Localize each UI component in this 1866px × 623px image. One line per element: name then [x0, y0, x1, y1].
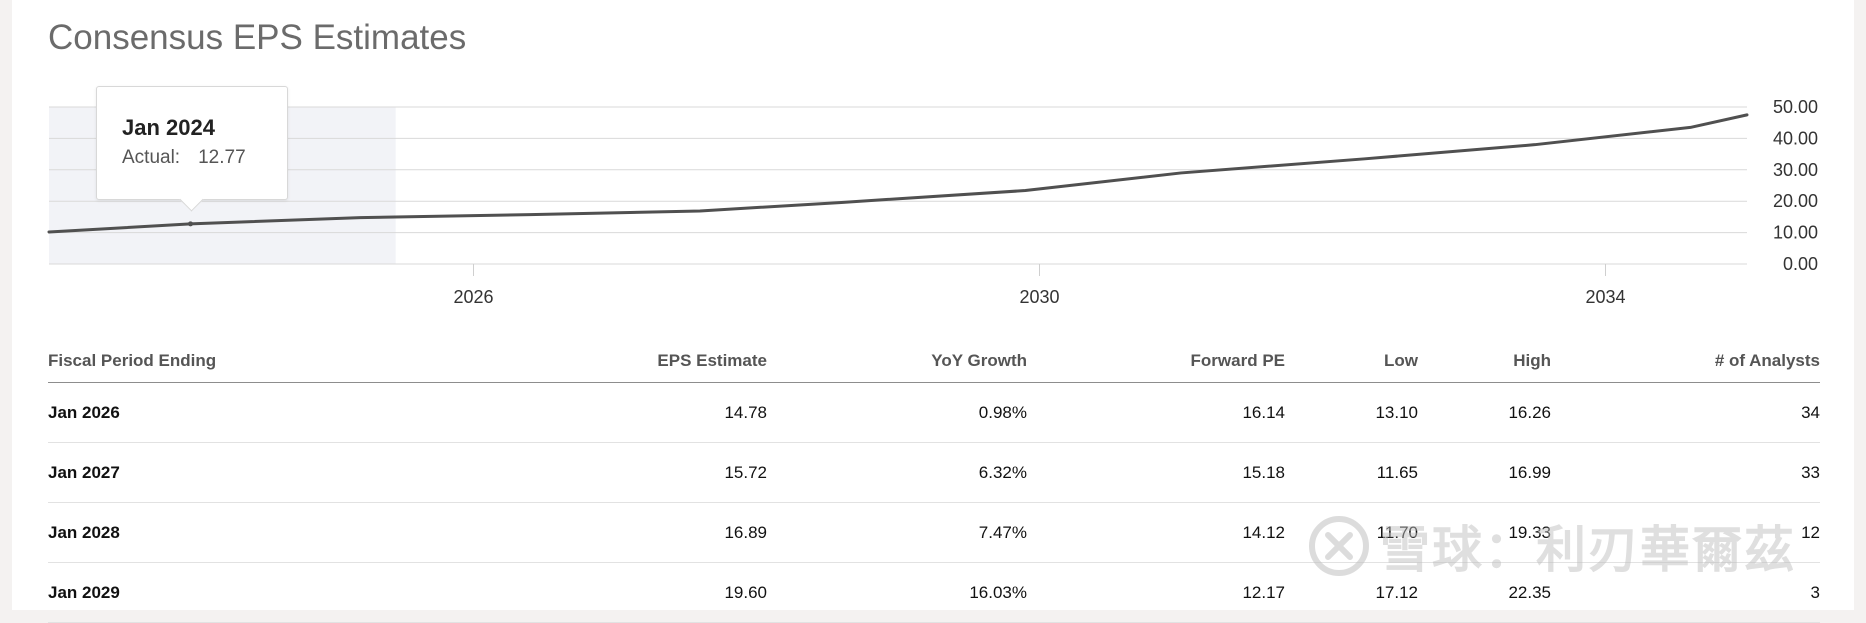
- cell-forward-pe: 14.12: [1027, 502, 1285, 563]
- y-tick-label: 40.00: [1773, 128, 1818, 148]
- y-tick-label: 50.00: [1773, 97, 1818, 117]
- cell-fiscal-period: Jan 2027: [48, 442, 248, 503]
- cell-eps-estimate: 15.72: [248, 442, 767, 503]
- x-tick-label: 2030: [1019, 287, 1059, 307]
- table-row: Jan 2026 14.78 0.98% 16.14 13.10 16.26 3…: [48, 382, 1820, 443]
- column-header-analysts: # of Analysts: [1551, 340, 1820, 383]
- page-title: Consensus EPS Estimates: [48, 18, 467, 57]
- cell-fiscal-period: Jan 2029: [48, 562, 248, 623]
- y-tick-label: 0.00: [1783, 254, 1818, 274]
- watermark: 雪球：利刃華爾茲: [1308, 513, 1796, 579]
- tooltip-value: 12.77: [198, 147, 246, 168]
- y-tick-label: 20.00: [1773, 191, 1818, 211]
- cell-eps-estimate: 16.89: [248, 502, 767, 563]
- cell-yoy-growth: 16.03%: [767, 562, 1027, 623]
- column-header-low: Low: [1285, 340, 1418, 383]
- cell-high: 19.33: [1418, 502, 1551, 563]
- cell-analysts: 34: [1551, 382, 1820, 443]
- tooltip-title: Jan 2024: [122, 115, 215, 140]
- column-header-fiscal-period: Fiscal Period Ending: [48, 340, 248, 383]
- tooltip-point-marker: [188, 221, 193, 227]
- tooltip-label: Actual:: [122, 147, 181, 168]
- eps-series-line: [47, 113, 1749, 234]
- cell-yoy-growth: 7.47%: [767, 502, 1027, 563]
- cell-analysts: 33: [1551, 442, 1820, 503]
- watermark-text: 雪球：利刃華爾茲: [1380, 521, 1796, 579]
- column-header-eps-estimate: EPS Estimate: [248, 340, 767, 383]
- cell-low: 13.10: [1285, 382, 1418, 443]
- cell-yoy-growth: 6.32%: [767, 442, 1027, 503]
- cell-forward-pe: 15.18: [1027, 442, 1285, 503]
- x-tick-label: 2026: [453, 287, 493, 307]
- column-header-high: High: [1418, 340, 1551, 383]
- cell-low: 11.65: [1285, 442, 1418, 503]
- xueqiu-logo-icon: [1309, 516, 1369, 576]
- y-tick-label: 30.00: [1773, 160, 1818, 180]
- table-header-row: Fiscal Period Ending EPS Estimate YoY Gr…: [48, 340, 1820, 383]
- table-row: Jan 2028 16.89 7.47% 14.12 11.70 19.33 1…: [48, 502, 1820, 563]
- x-tick-label: 2034: [1585, 287, 1625, 307]
- cell-eps-estimate: 19.60: [248, 562, 767, 623]
- cell-fiscal-period: Jan 2028: [48, 502, 248, 563]
- cell-fiscal-period: Jan 2026: [48, 382, 248, 443]
- cell-yoy-growth: 0.98%: [767, 382, 1027, 443]
- cell-forward-pe: 12.17: [1027, 562, 1285, 623]
- column-header-yoy-growth: YoY Growth: [767, 340, 1027, 383]
- chart-tooltip: Jan 2024 Actual: 12.77: [96, 86, 288, 212]
- tooltip-row: Actual: 12.77: [122, 147, 246, 169]
- y-tick-label: 10.00: [1773, 223, 1818, 243]
- cell-high: 16.99: [1418, 442, 1551, 503]
- cell-high: 16.26: [1418, 382, 1551, 443]
- cell-eps-estimate: 14.78: [248, 382, 767, 443]
- table-row: Jan 2027 15.72 6.32% 15.18 11.65 16.99 3…: [48, 442, 1820, 503]
- cell-forward-pe: 16.14: [1027, 382, 1285, 443]
- cell-analysts: 12: [1551, 502, 1820, 563]
- column-header-forward-pe: Forward PE: [1027, 340, 1285, 383]
